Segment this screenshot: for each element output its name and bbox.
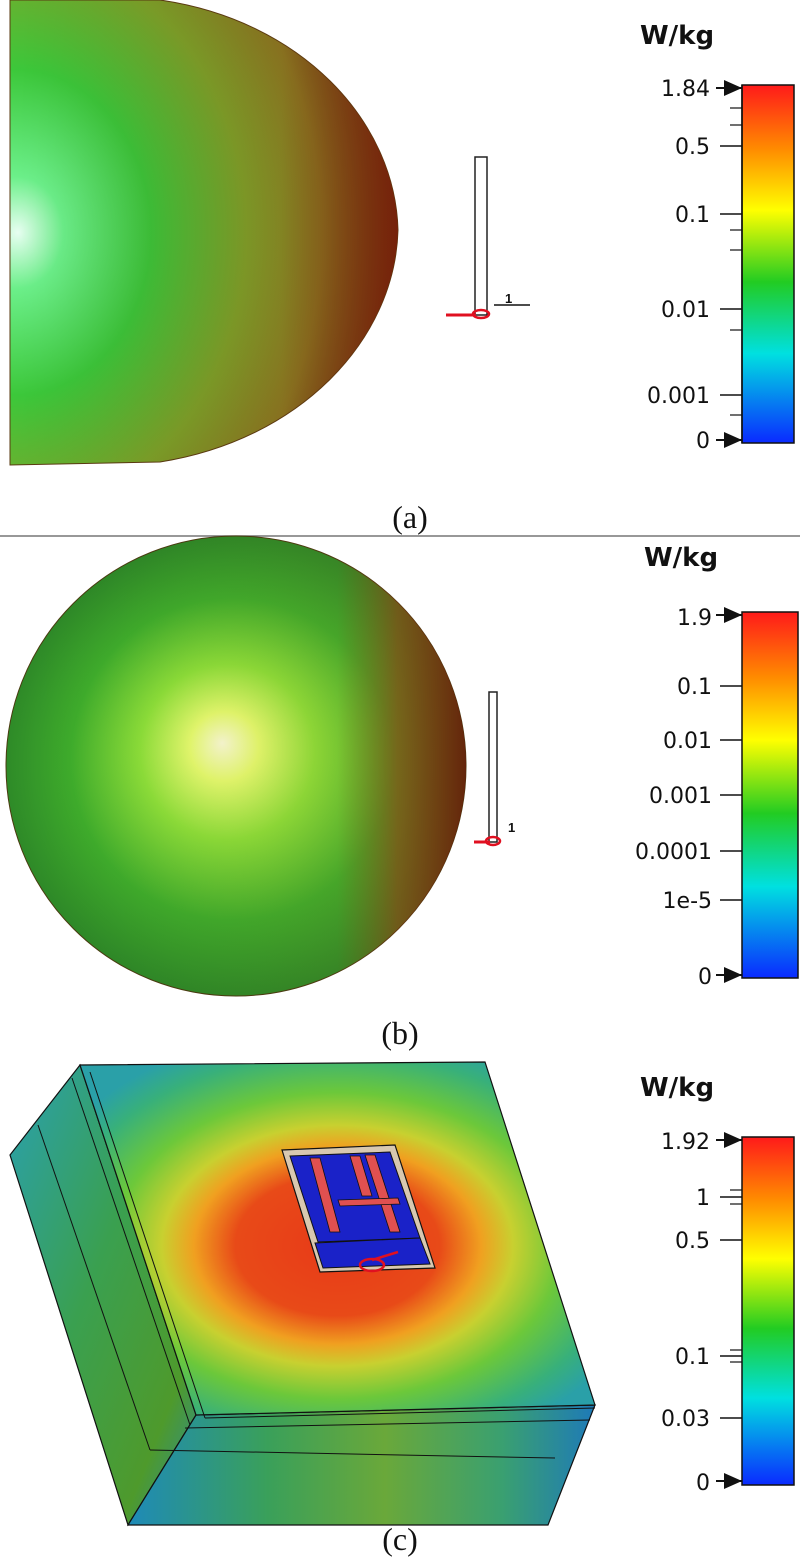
- scale-tick: 0.03: [661, 1407, 742, 1432]
- scale-tick: 0.5: [675, 1229, 742, 1254]
- scale-minor-ticks: [730, 107, 742, 416]
- color-scale-bar: [741, 611, 799, 979]
- svg-text:0.5: 0.5: [675, 1229, 710, 1254]
- panel-a: 1 W/kg 1.84 0.5 0.1 0.01 0.001: [9, 0, 795, 535]
- svg-text:0: 0: [696, 429, 710, 454]
- block-layer-lines: [37, 1071, 596, 1459]
- scale-tick: 0.1: [675, 203, 742, 228]
- svg-text:0.1: 0.1: [675, 203, 710, 228]
- panel-caption: (c): [382, 1521, 418, 1557]
- unit-label: W/kg: [640, 21, 714, 51]
- scale-tick-max: 1.92: [661, 1130, 742, 1155]
- scale-tick: 1: [696, 1186, 742, 1211]
- svg-text:0.0001: 0.0001: [635, 840, 712, 865]
- svg-text:0.001: 0.001: [649, 784, 712, 809]
- svg-text:0.01: 0.01: [661, 298, 710, 323]
- svg-text:1e-5: 1e-5: [663, 889, 712, 914]
- svg-text:0.5: 0.5: [675, 135, 710, 160]
- svg-text:0.1: 0.1: [675, 1345, 710, 1370]
- scale-tick: 0.01: [661, 298, 742, 323]
- patch-antenna: [281, 1144, 436, 1273]
- scale-tick: 1e-5: [663, 889, 742, 914]
- svg-text:0.001: 0.001: [647, 384, 710, 409]
- scale-tick: 0.5: [675, 135, 742, 160]
- port-label: 1: [508, 820, 515, 835]
- svg-text:0: 0: [696, 1471, 710, 1496]
- half-head-edge-shade: [10, 0, 398, 465]
- svg-text:0.03: 0.03: [661, 1407, 710, 1432]
- svg-text:0: 0: [698, 965, 712, 990]
- svg-text:1.92: 1.92: [661, 1130, 710, 1155]
- unit-label: W/kg: [644, 543, 718, 573]
- scale-tick-min: 0: [696, 429, 742, 454]
- svg-text:1: 1: [696, 1186, 710, 1211]
- scale-tick-min: 0: [696, 1471, 742, 1496]
- panel-caption: (a): [392, 499, 428, 535]
- svg-text:1.84: 1.84: [661, 77, 710, 102]
- scale-tick: 0.01: [663, 729, 742, 754]
- svg-text:0.01: 0.01: [663, 729, 712, 754]
- scale-tick: 0.1: [675, 1345, 742, 1370]
- color-scale-bar: [741, 1136, 795, 1486]
- dipole-antenna: [474, 691, 502, 847]
- svg-text:0.1: 0.1: [677, 675, 712, 700]
- sphere-edge-shade: [6, 536, 466, 996]
- scale-tick: 0.0001: [635, 840, 742, 865]
- scale-tick-max: 1.84: [661, 77, 742, 102]
- panel-caption: (b): [381, 1015, 418, 1051]
- scale-tick: 0.1: [677, 675, 742, 700]
- svg-text:1.9: 1.9: [677, 606, 712, 631]
- scale-tick: 0.001: [649, 784, 742, 809]
- scale-tick-min: 0: [698, 965, 742, 990]
- unit-label: W/kg: [640, 1073, 714, 1103]
- panel-b: 1 W/kg 1.9 0.1 0.01 0.001 0.0001 1e-5: [5, 535, 799, 1051]
- port-label: 1: [505, 291, 512, 306]
- panel-c: W/kg 1.92 1 0.5 0.1 0.03 0: [9, 1061, 795, 1557]
- scale-tick-max: 1.9: [677, 606, 742, 631]
- scale-tick: 0.001: [647, 384, 742, 409]
- dipole-antenna: [446, 156, 530, 320]
- block-front-face: [126, 1404, 596, 1526]
- scale-minor-ticks: [730, 1189, 742, 1363]
- color-scale-bar: [741, 84, 795, 444]
